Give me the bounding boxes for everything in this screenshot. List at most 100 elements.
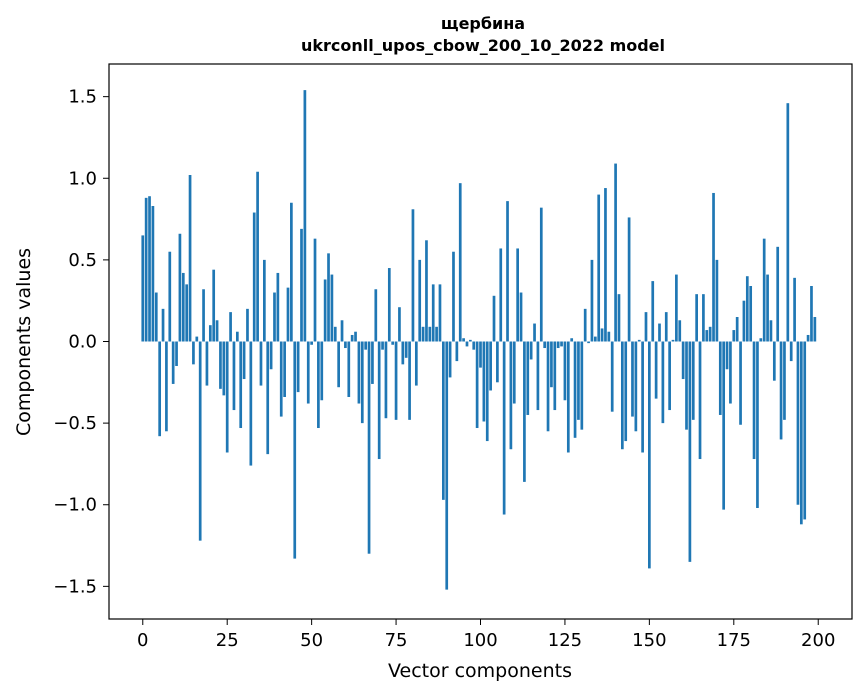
bar-90 xyxy=(445,341,449,590)
bar-136 xyxy=(600,328,604,342)
bar-194 xyxy=(796,341,800,505)
bar-185 xyxy=(766,274,769,342)
bar-48 xyxy=(303,90,307,342)
bar-33 xyxy=(252,212,256,342)
bar-172 xyxy=(722,341,726,510)
bar-28 xyxy=(235,331,239,342)
bar-11 xyxy=(178,233,182,342)
bar-160 xyxy=(681,341,685,380)
bar-15 xyxy=(192,341,195,365)
bar-121 xyxy=(550,341,553,388)
bar-198 xyxy=(810,286,813,342)
bar-86 xyxy=(431,284,435,342)
x-tick-label: 0 xyxy=(137,630,148,651)
bar-61 xyxy=(347,341,351,397)
bar-59 xyxy=(340,320,344,342)
bar-37 xyxy=(266,341,270,455)
bar-94 xyxy=(458,183,462,342)
bar-105 xyxy=(496,341,499,383)
y-axis-ticks: −1.5 −1.0 −0.5 0.0 0.5 1.0 1.5 xyxy=(53,87,109,597)
bar-174 xyxy=(729,341,732,404)
bar-180 xyxy=(749,286,753,342)
bar-146 xyxy=(634,341,638,432)
y-tick-label: 1.0 xyxy=(68,168,97,189)
bar-97 xyxy=(469,339,472,342)
bar-6 xyxy=(161,308,165,342)
x-tick-label: 125 xyxy=(548,630,582,651)
bar-53 xyxy=(320,341,324,401)
bar-101 xyxy=(482,341,486,422)
bar-123 xyxy=(556,341,560,349)
bar-188 xyxy=(776,246,780,342)
bar-2 xyxy=(148,196,151,342)
bar-175 xyxy=(732,330,736,342)
bar-130 xyxy=(580,341,584,430)
bar-117 xyxy=(536,341,540,411)
bar-145 xyxy=(631,341,634,417)
bar-22 xyxy=(215,320,219,342)
bar-152 xyxy=(654,341,658,399)
x-tick-label: 175 xyxy=(717,630,751,651)
bar-13 xyxy=(185,284,189,342)
bar-40 xyxy=(276,272,280,342)
bar-57 xyxy=(333,326,337,342)
bar-30 xyxy=(242,341,246,380)
bar-107 xyxy=(502,341,506,515)
bar-153 xyxy=(658,323,661,342)
bar-159 xyxy=(678,320,682,342)
bar-71 xyxy=(381,341,384,350)
bar-41 xyxy=(279,341,283,417)
bar-139 xyxy=(610,341,614,412)
bar-18 xyxy=(202,289,205,342)
x-tick-label: 100 xyxy=(463,630,497,651)
bar-162 xyxy=(688,341,692,562)
bar-195 xyxy=(799,341,803,525)
bar-151 xyxy=(651,281,655,342)
bar-43 xyxy=(286,287,290,342)
bar-77 xyxy=(401,341,405,365)
bar-138 xyxy=(607,331,611,342)
bar-118 xyxy=(539,207,543,342)
bar-88 xyxy=(438,284,442,342)
bar-113 xyxy=(523,341,526,482)
x-tick-label: 75 xyxy=(385,630,408,651)
x-axis-label: Vector components xyxy=(388,660,572,682)
bar-95 xyxy=(462,338,465,342)
bar-154 xyxy=(661,341,665,424)
x-axis-ticks: 0 25 50 75 100 125 150 175 200 xyxy=(137,619,835,651)
x-tick-label: 150 xyxy=(632,630,666,651)
bar-161 xyxy=(685,341,688,430)
bar-166 xyxy=(702,294,705,342)
bar-135 xyxy=(597,194,601,342)
bar-21 xyxy=(212,269,216,342)
bar-144 xyxy=(627,217,631,342)
bar-19 xyxy=(205,341,209,386)
bar-197 xyxy=(806,334,810,342)
bar-64 xyxy=(357,341,361,404)
bar-44 xyxy=(290,202,293,342)
bar-81 xyxy=(414,341,418,386)
bar-9 xyxy=(171,341,175,384)
bar-69 xyxy=(374,289,378,342)
bar-62 xyxy=(350,334,354,342)
bar-74 xyxy=(391,341,395,345)
bar-0 xyxy=(141,235,145,342)
bar-167 xyxy=(705,330,709,342)
bar-168 xyxy=(708,326,712,342)
bar-25 xyxy=(225,341,229,453)
bar-116 xyxy=(533,323,536,342)
bar-181 xyxy=(752,341,756,460)
bar-52 xyxy=(317,341,320,429)
bar-169 xyxy=(712,192,715,342)
bar-127 xyxy=(570,338,574,342)
bar-176 xyxy=(735,317,739,342)
bar-164 xyxy=(695,294,698,342)
bar-10 xyxy=(175,341,178,366)
bar-34 xyxy=(256,171,259,342)
bar-148 xyxy=(641,341,644,453)
bar-76 xyxy=(398,307,401,342)
bar-192 xyxy=(789,341,793,362)
bar-120 xyxy=(546,341,550,432)
bar-99 xyxy=(475,341,479,429)
bar-125 xyxy=(563,341,567,401)
